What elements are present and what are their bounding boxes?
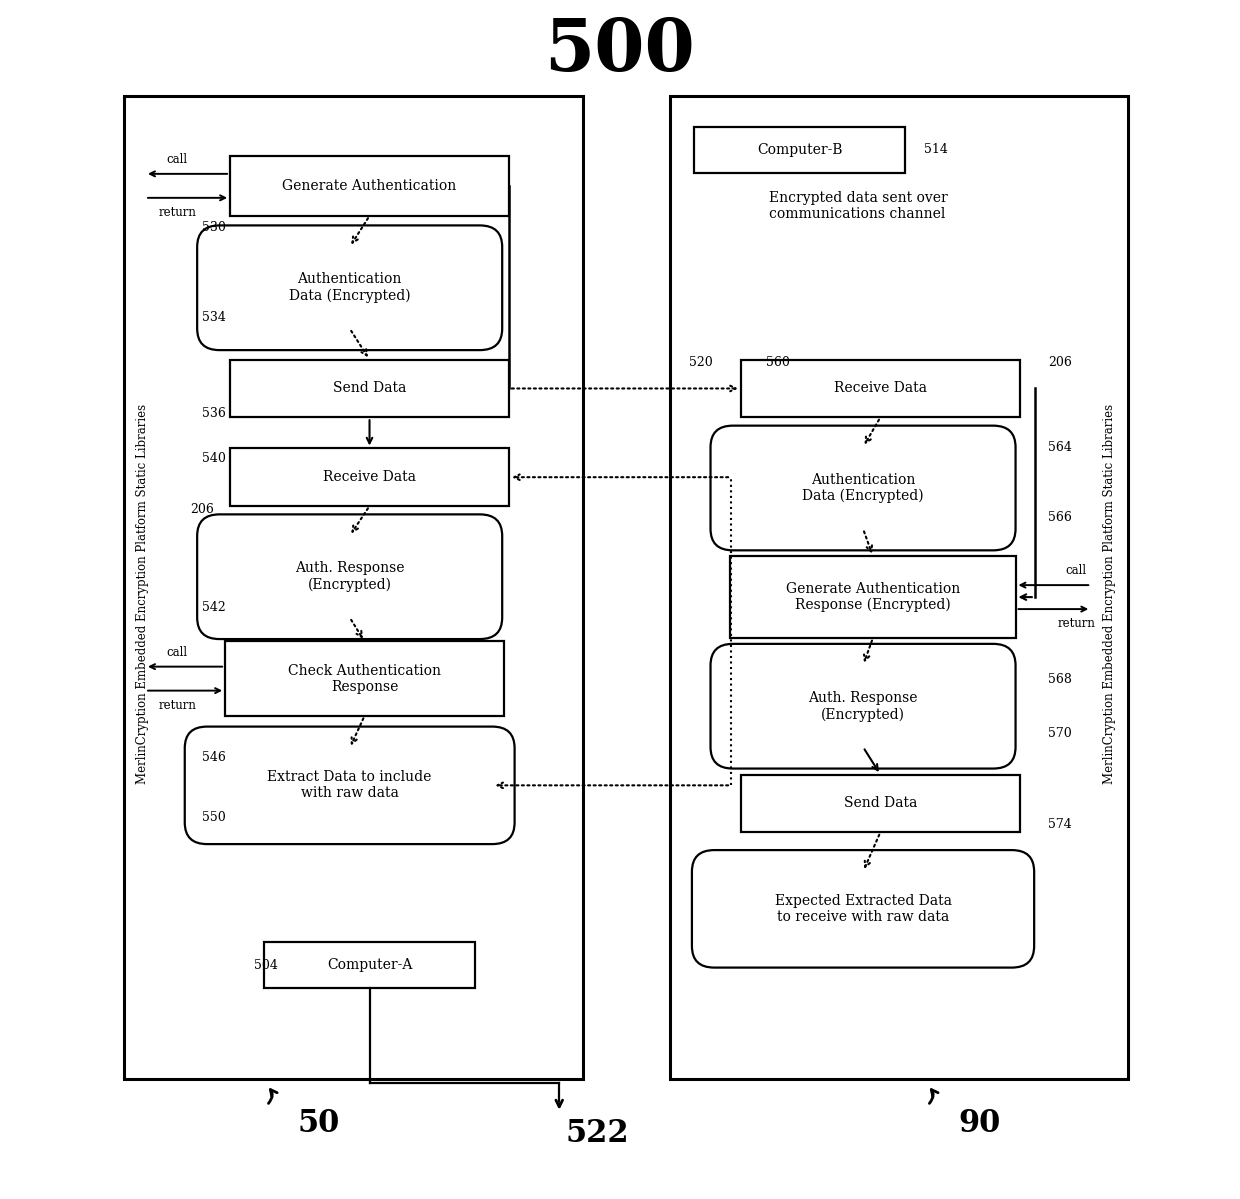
FancyBboxPatch shape xyxy=(185,727,515,844)
Text: return: return xyxy=(159,699,196,711)
FancyBboxPatch shape xyxy=(740,775,1019,832)
Text: 568: 568 xyxy=(1048,674,1071,686)
FancyBboxPatch shape xyxy=(231,360,508,417)
Text: Generate Authentication
Response (Encrypted): Generate Authentication Response (Encryp… xyxy=(786,582,960,613)
Text: 574: 574 xyxy=(1048,819,1071,831)
Text: 546: 546 xyxy=(202,752,226,764)
Text: 550: 550 xyxy=(202,812,226,824)
Text: Expected Extracted Data
to receive with raw data: Expected Extracted Data to receive with … xyxy=(775,893,951,924)
Text: MerlinCryption Embedded Encryption Platform Static Libraries: MerlinCryption Embedded Encryption Platf… xyxy=(136,403,149,784)
FancyBboxPatch shape xyxy=(226,641,503,716)
Text: Encrypted data sent over
communications channel: Encrypted data sent over communications … xyxy=(769,191,947,222)
Text: Receive Data: Receive Data xyxy=(833,381,926,396)
Text: Auth. Response
(Encrypted): Auth. Response (Encrypted) xyxy=(295,561,404,592)
Text: MerlinCryption Embedded Encryption Platform Static Libraries: MerlinCryption Embedded Encryption Platf… xyxy=(1104,403,1116,784)
Text: Authentication
Data (Encrypted): Authentication Data (Encrypted) xyxy=(802,472,924,504)
FancyBboxPatch shape xyxy=(692,850,1034,968)
Text: Receive Data: Receive Data xyxy=(322,470,415,484)
FancyBboxPatch shape xyxy=(231,156,508,216)
Text: Authentication
Data (Encrypted): Authentication Data (Encrypted) xyxy=(289,272,410,303)
Text: 50: 50 xyxy=(298,1108,340,1139)
Text: 520: 520 xyxy=(689,356,713,368)
Text: 564: 564 xyxy=(1048,441,1071,453)
Text: Send Data: Send Data xyxy=(843,796,918,811)
Text: Check Authentication
Response: Check Authentication Response xyxy=(288,663,441,694)
Text: 542: 542 xyxy=(202,602,226,614)
Text: Send Data: Send Data xyxy=(332,381,407,396)
FancyBboxPatch shape xyxy=(197,514,502,639)
Text: 534: 534 xyxy=(202,312,226,324)
Text: return: return xyxy=(1058,617,1095,629)
Text: Extract Data to include
with raw data: Extract Data to include with raw data xyxy=(268,770,432,801)
Text: 530: 530 xyxy=(202,222,226,234)
Text: 504: 504 xyxy=(254,959,278,971)
Text: Computer-B: Computer-B xyxy=(758,143,842,157)
FancyBboxPatch shape xyxy=(730,556,1016,638)
Text: 560: 560 xyxy=(766,356,790,368)
FancyBboxPatch shape xyxy=(231,448,508,506)
Text: 536: 536 xyxy=(202,408,226,420)
Text: call: call xyxy=(166,646,188,658)
Text: 500: 500 xyxy=(544,14,696,86)
FancyBboxPatch shape xyxy=(197,225,502,350)
Text: 540: 540 xyxy=(202,452,226,464)
Text: Computer-A: Computer-A xyxy=(327,958,412,972)
FancyBboxPatch shape xyxy=(124,96,583,1079)
FancyBboxPatch shape xyxy=(694,127,905,173)
Text: Generate Authentication: Generate Authentication xyxy=(283,179,456,193)
FancyBboxPatch shape xyxy=(711,644,1016,769)
FancyBboxPatch shape xyxy=(711,426,1016,550)
Text: call: call xyxy=(1065,565,1087,577)
Text: 522: 522 xyxy=(565,1117,629,1149)
Text: 570: 570 xyxy=(1048,728,1071,740)
Text: 90: 90 xyxy=(959,1108,1001,1139)
Text: return: return xyxy=(159,206,196,218)
FancyBboxPatch shape xyxy=(264,942,475,988)
Text: 566: 566 xyxy=(1048,512,1071,524)
Text: 514: 514 xyxy=(924,144,947,156)
FancyBboxPatch shape xyxy=(740,360,1019,417)
Text: 206: 206 xyxy=(1048,356,1071,368)
Text: 206: 206 xyxy=(190,504,213,516)
Text: Auth. Response
(Encrypted): Auth. Response (Encrypted) xyxy=(808,691,918,722)
Text: call: call xyxy=(166,153,188,165)
FancyBboxPatch shape xyxy=(670,96,1128,1079)
